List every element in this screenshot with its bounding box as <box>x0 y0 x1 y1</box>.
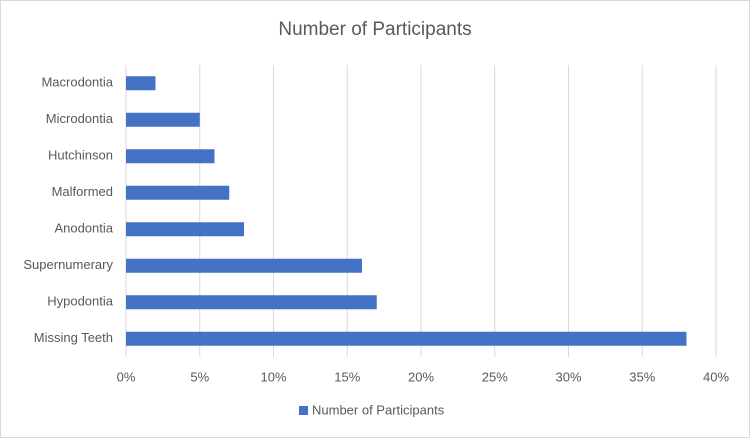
x-tick-label: 30% <box>555 369 581 384</box>
legend-label: Number of Participants <box>312 402 445 417</box>
legend-swatch <box>299 406 308 415</box>
bar <box>126 112 200 127</box>
y-tick-label: Missing Teeth <box>34 330 113 345</box>
bar <box>126 331 687 346</box>
y-tick-label: Microdontia <box>46 111 114 126</box>
x-tick-label: 20% <box>408 369 434 384</box>
y-tick-label: Hypodontia <box>47 294 114 309</box>
bar <box>126 185 230 200</box>
x-tick-label: 40% <box>703 369 729 384</box>
y-tick-label: Macrodontia <box>41 75 113 90</box>
x-tick-label: 25% <box>482 369 508 384</box>
y-tick-label: Supernumerary <box>23 257 113 272</box>
x-tick-label: 35% <box>629 369 655 384</box>
bar <box>126 295 377 310</box>
bar <box>126 258 362 273</box>
chart-title: Number of Participants <box>278 19 471 40</box>
y-tick-label: Anodontia <box>54 221 113 236</box>
x-tick-label: 15% <box>334 369 360 384</box>
bar <box>126 149 215 164</box>
x-tick-label: 0% <box>117 369 136 384</box>
bar <box>126 222 244 237</box>
x-tick-label: 5% <box>190 369 209 384</box>
y-tick-label: Malformed <box>52 184 113 199</box>
x-tick-label: 10% <box>260 369 286 384</box>
y-tick-label: Hutchinson <box>48 148 113 163</box>
bar <box>126 76 156 91</box>
